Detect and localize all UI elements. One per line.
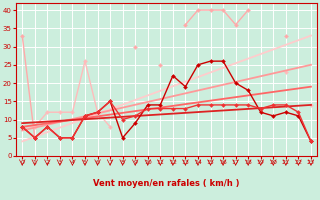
X-axis label: Vent moyen/en rafales ( km/h ): Vent moyen/en rafales ( km/h ) bbox=[93, 179, 240, 188]
